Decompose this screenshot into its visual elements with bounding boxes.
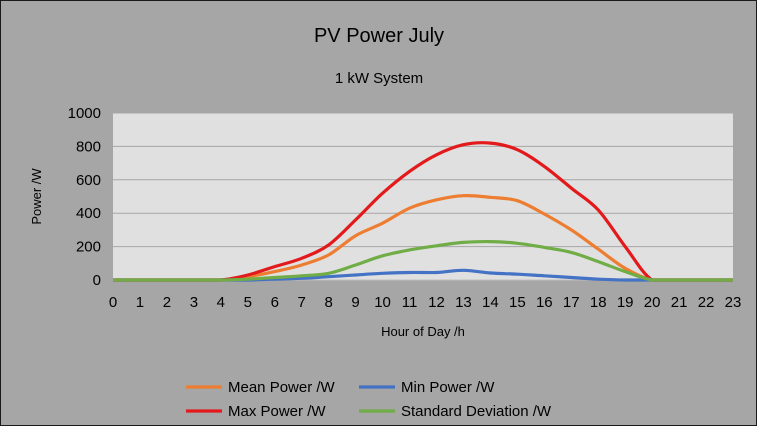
y-tick-label: 400 — [76, 205, 101, 222]
x-tick-label: 0 — [109, 294, 117, 311]
legend-label: Min Power /W — [401, 379, 495, 396]
chart-subtitle: 1 kW System — [335, 70, 423, 87]
y-tick-label: 600 — [76, 172, 101, 189]
x-tick-label: 16 — [536, 294, 553, 311]
legend-label: Standard Deviation /W — [401, 403, 552, 420]
x-tick-label: 13 — [455, 294, 472, 311]
x-tick-label: 10 — [374, 294, 391, 311]
x-tick-label: 9 — [351, 294, 359, 311]
series-lines — [113, 141, 733, 282]
x-tick-label: 8 — [324, 294, 332, 311]
legend-label: Max Power /W — [228, 403, 326, 420]
y-axis-label: Power /W — [29, 168, 44, 225]
x-tick-label: 6 — [271, 294, 279, 311]
x-tick-label: 20 — [644, 294, 661, 311]
x-axis-label: Hour of Day /h — [381, 324, 465, 339]
x-tick-label: 17 — [563, 294, 580, 311]
x-tick-label: 3 — [190, 294, 198, 311]
x-tick-label: 21 — [671, 294, 688, 311]
legend-label: Mean Power /W — [228, 379, 336, 396]
y-axis-ticks: 0 200 400 600 800 1000 — [68, 105, 101, 289]
y-tick-label: 0 — [93, 272, 101, 289]
x-tick-label: 15 — [509, 294, 526, 311]
x-tick-label: 23 — [725, 294, 742, 311]
plot-area — [113, 113, 733, 280]
x-tick-label: 7 — [298, 294, 306, 311]
x-tick-label: 19 — [617, 294, 634, 311]
x-tick-label: 22 — [698, 294, 715, 311]
x-axis-ticks: 0 1 2 3 4 5 6 7 8 9 10 11 12 13 14 15 16 17 18 19 20 21 22 23 — [109, 294, 742, 311]
chart-title: PV Power July — [314, 25, 444, 47]
x-tick-label: 2 — [163, 294, 171, 311]
x-tick-label: 4 — [217, 294, 225, 311]
x-tick-label: 14 — [482, 294, 499, 311]
x-tick-label: 18 — [590, 294, 607, 311]
x-tick-label: 1 — [136, 294, 144, 311]
y-tick-label: 800 — [76, 138, 101, 155]
x-tick-label: 5 — [244, 294, 252, 311]
x-tick-label: 12 — [428, 294, 445, 311]
x-tick-label: 11 — [402, 294, 418, 311]
series-line-3 — [113, 239, 733, 282]
y-tick-label: 1000 — [68, 105, 101, 122]
legend: Mean Power /W Min Power /W Max Power /W Sta… — [186, 379, 552, 420]
y-tick-label: 200 — [76, 239, 101, 256]
